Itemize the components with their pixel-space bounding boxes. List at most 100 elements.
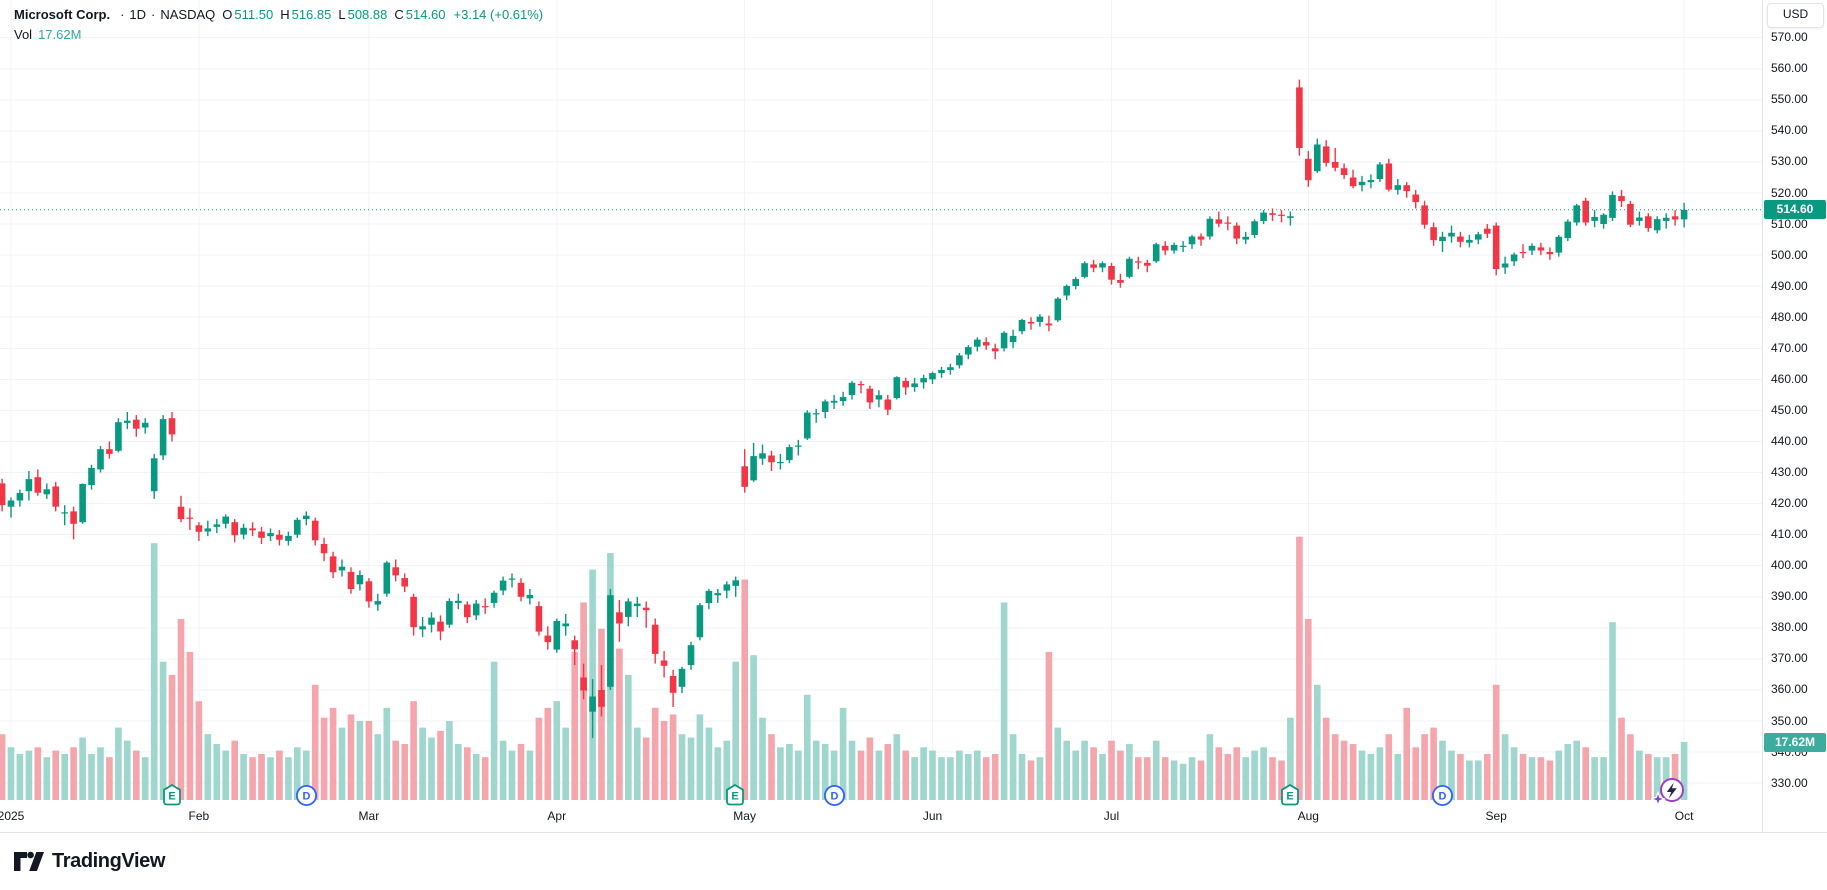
candle[interactable] bbox=[1403, 182, 1410, 198]
candle[interactable] bbox=[1224, 216, 1232, 231]
candle[interactable] bbox=[1331, 148, 1339, 172]
candle[interactable] bbox=[1671, 210, 1679, 226]
candle[interactable] bbox=[1376, 161, 1384, 183]
candle[interactable] bbox=[79, 483, 86, 524]
candle[interactable] bbox=[634, 596, 641, 617]
candle[interactable] bbox=[374, 593, 382, 611]
candle[interactable] bbox=[1009, 329, 1017, 349]
candle[interactable] bbox=[446, 598, 453, 628]
candle[interactable] bbox=[1492, 222, 1500, 276]
candle[interactable] bbox=[1340, 163, 1348, 180]
candle[interactable] bbox=[159, 415, 167, 461]
candle[interactable] bbox=[455, 593, 462, 610]
candle[interactable] bbox=[902, 377, 909, 395]
candle[interactable] bbox=[508, 573, 516, 588]
price-axis[interactable]: USD 514.60 17.62M 570.00 560.00 550.00 540.… bbox=[1762, 0, 1827, 832]
candle[interactable] bbox=[562, 613, 569, 636]
candle[interactable] bbox=[1501, 256, 1509, 274]
candle[interactable] bbox=[70, 506, 77, 540]
candle[interactable] bbox=[535, 601, 543, 636]
candle[interactable] bbox=[1475, 231, 1482, 245]
candle[interactable] bbox=[1108, 262, 1115, 285]
candle[interactable] bbox=[678, 666, 686, 694]
candle[interactable] bbox=[1680, 202, 1688, 228]
candle[interactable] bbox=[553, 618, 561, 653]
candle[interactable] bbox=[1519, 244, 1527, 259]
candle[interactable] bbox=[1197, 233, 1205, 246]
candle[interactable] bbox=[786, 444, 793, 464]
tradingview-logo[interactable]: TradingView bbox=[14, 850, 165, 873]
candle[interactable] bbox=[705, 589, 713, 610]
candle[interactable] bbox=[1662, 213, 1670, 229]
candle[interactable] bbox=[1322, 140, 1330, 167]
earnings-marker[interactable]: E bbox=[724, 783, 746, 812]
time-axis[interactable]: 2025 Feb Mar Apr May Jun Jul Aug Sep Oct bbox=[0, 800, 1762, 832]
candle[interactable] bbox=[1636, 211, 1643, 226]
candle[interactable] bbox=[1645, 213, 1652, 232]
candle[interactable] bbox=[472, 599, 480, 621]
candle[interactable] bbox=[1412, 189, 1419, 209]
candle[interactable] bbox=[0, 478, 6, 512]
candle[interactable] bbox=[34, 469, 42, 496]
candle[interactable] bbox=[43, 483, 51, 499]
timeframe-label[interactable]: 1D bbox=[129, 7, 147, 22]
candle[interactable] bbox=[97, 446, 104, 473]
candle[interactable] bbox=[1144, 259, 1151, 273]
candle[interactable] bbox=[1582, 197, 1589, 226]
candle[interactable] bbox=[875, 390, 883, 408]
candle[interactable] bbox=[347, 567, 355, 594]
candle[interactable] bbox=[589, 679, 596, 739]
candle[interactable] bbox=[240, 523, 247, 540]
candle[interactable] bbox=[517, 578, 525, 602]
candle[interactable] bbox=[839, 391, 847, 406]
candle[interactable] bbox=[1564, 219, 1572, 242]
candle[interactable] bbox=[795, 439, 802, 456]
candle[interactable] bbox=[294, 517, 301, 538]
candle[interactable] bbox=[1152, 242, 1160, 263]
candle[interactable] bbox=[732, 576, 739, 597]
candle[interactable] bbox=[759, 444, 766, 465]
candle[interactable] bbox=[616, 599, 623, 642]
candle[interactable] bbox=[651, 618, 659, 664]
candle[interactable] bbox=[1278, 210, 1285, 223]
candle[interactable] bbox=[276, 530, 283, 546]
candle[interactable] bbox=[410, 593, 417, 636]
candle[interactable] bbox=[750, 443, 757, 482]
candle[interactable] bbox=[499, 576, 507, 596]
candle[interactable] bbox=[204, 520, 212, 537]
candle[interactable] bbox=[991, 343, 999, 360]
candle[interactable] bbox=[1600, 213, 1607, 229]
candle[interactable] bbox=[1609, 191, 1616, 221]
candle[interactable] bbox=[982, 337, 990, 350]
candle[interactable] bbox=[1466, 234, 1473, 248]
candle[interactable] bbox=[625, 598, 632, 627]
candle[interactable] bbox=[249, 522, 256, 537]
candle[interactable] bbox=[1188, 234, 1196, 249]
candle[interactable] bbox=[929, 371, 936, 384]
candle[interactable] bbox=[61, 505, 68, 526]
candle[interactable] bbox=[866, 385, 874, 409]
candle[interactable] bbox=[231, 519, 238, 543]
candle[interactable] bbox=[1126, 256, 1133, 279]
candle[interactable] bbox=[1161, 241, 1169, 256]
candle[interactable] bbox=[383, 561, 391, 597]
candle[interactable] bbox=[544, 626, 552, 650]
candle[interactable] bbox=[821, 399, 829, 419]
candle[interactable] bbox=[115, 418, 122, 453]
candle[interactable] bbox=[848, 380, 856, 400]
candle[interactable] bbox=[1233, 222, 1240, 245]
candle[interactable] bbox=[1242, 231, 1249, 245]
candle[interactable] bbox=[133, 415, 140, 437]
candlestick-chart[interactable] bbox=[0, 0, 1762, 832]
candle[interactable] bbox=[1653, 216, 1661, 234]
candle[interactable] bbox=[1117, 273, 1124, 288]
candle[interactable] bbox=[1510, 252, 1518, 266]
candle[interactable] bbox=[186, 508, 194, 530]
candle[interactable] bbox=[1000, 331, 1008, 352]
candle[interactable] bbox=[1251, 219, 1258, 238]
candle[interactable] bbox=[911, 377, 918, 392]
candle[interactable] bbox=[1546, 247, 1554, 260]
candle[interactable] bbox=[1045, 315, 1053, 332]
candle[interactable] bbox=[1260, 210, 1267, 225]
candle[interactable] bbox=[356, 570, 364, 591]
